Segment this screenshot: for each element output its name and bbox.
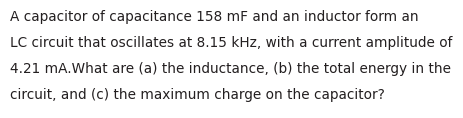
Text: LC circuit that oscillates at 8.15 kHz, with a current amplitude of: LC circuit that oscillates at 8.15 kHz, … [10, 36, 452, 50]
Text: A capacitor of capacitance 158 mF and an inductor form an: A capacitor of capacitance 158 mF and an… [10, 10, 419, 24]
Text: circuit, and (c) the maximum charge on the capacitor?: circuit, and (c) the maximum charge on t… [10, 88, 385, 102]
Text: 4.21 mA.What are (a) the inductance, (b) the total energy in the: 4.21 mA.What are (a) the inductance, (b)… [10, 62, 451, 76]
